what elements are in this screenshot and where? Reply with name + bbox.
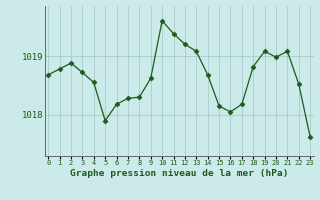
X-axis label: Graphe pression niveau de la mer (hPa): Graphe pression niveau de la mer (hPa) [70,169,288,178]
